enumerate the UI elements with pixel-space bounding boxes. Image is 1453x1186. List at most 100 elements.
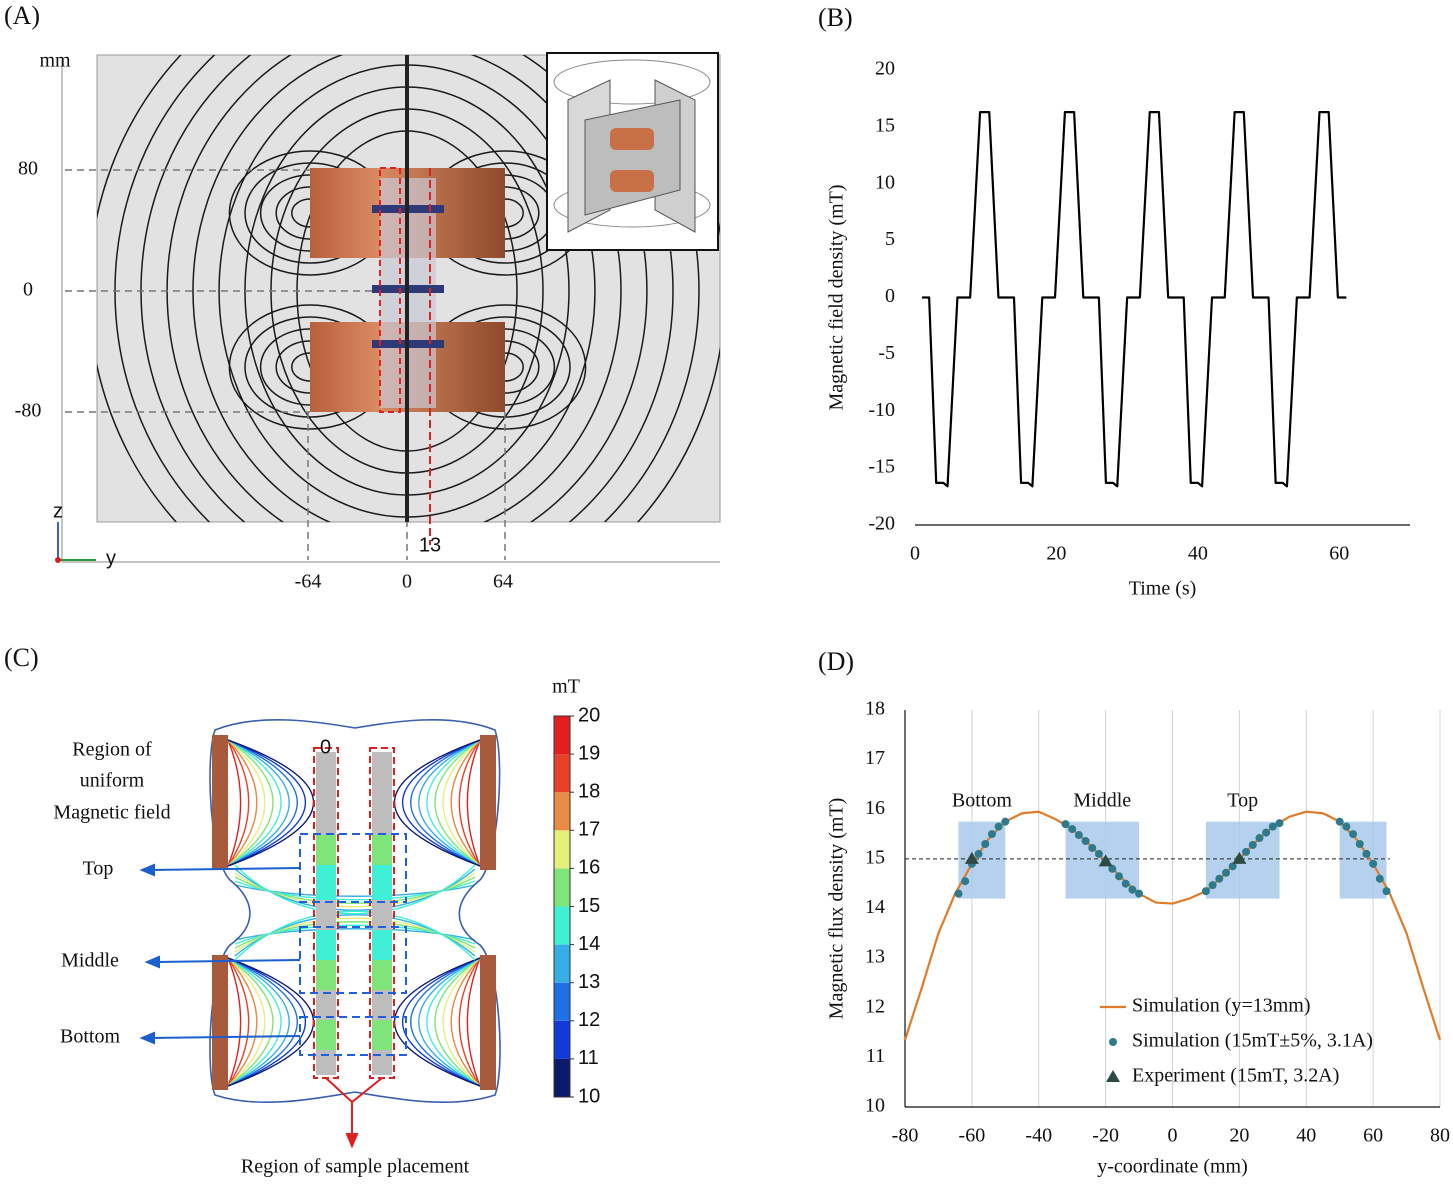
data-point	[1382, 887, 1391, 896]
data-point	[981, 839, 990, 848]
data-point	[1232, 851, 1247, 864]
contour	[227, 957, 282, 1087]
unit-label: mm	[39, 50, 71, 72]
data-point	[1115, 872, 1123, 881]
colorbar-band	[554, 906, 570, 945]
data-point	[987, 830, 996, 839]
contour	[234, 917, 476, 953]
data-point	[1201, 887, 1210, 896]
data-point	[1342, 822, 1351, 831]
contour	[227, 957, 290, 1087]
colorbar-band	[554, 792, 570, 831]
colorbar-tick-label: 18	[578, 780, 600, 802]
contour	[418, 957, 481, 1087]
y-tick-label: 10	[875, 171, 895, 193]
data-point	[974, 849, 983, 858]
probe-label: 13	[419, 534, 441, 556]
contour	[227, 739, 266, 867]
streamline	[218, 64, 408, 518]
streamline	[406, 130, 518, 452]
x-tick-label: 40	[1188, 543, 1208, 565]
colorbar-tick-label: 13	[578, 971, 600, 993]
colorbar-band	[554, 1058, 570, 1097]
y-tick-label: -20	[868, 513, 895, 535]
data-point	[1135, 889, 1144, 898]
contour	[234, 910, 476, 961]
contour	[410, 739, 481, 867]
contour	[234, 864, 476, 915]
region-label: Bottom	[60, 1026, 120, 1048]
contour	[227, 957, 258, 1087]
data-point	[1375, 874, 1384, 883]
contour	[450, 957, 481, 1087]
data-point	[961, 877, 970, 886]
data-point	[1228, 862, 1237, 871]
x-tick-label: -40	[1025, 1125, 1052, 1147]
streamline	[406, 108, 544, 474]
y-axis-title: Magnetic flux density (mT)	[826, 798, 848, 1020]
colorbar-band	[554, 868, 570, 907]
streamline	[598, 55, 700, 522]
contour	[234, 914, 476, 957]
colorbar: 10 11 12 13 14 15 16 17 18 19 20	[553, 704, 600, 1107]
data-point	[1121, 879, 1130, 888]
region-label: Middle	[1073, 789, 1131, 811]
data-point	[1275, 819, 1284, 828]
contour	[402, 739, 481, 867]
x-tick-label: 0	[1168, 1125, 1178, 1147]
data-point	[964, 851, 979, 864]
y-tick-label: 0	[885, 285, 895, 307]
legend-swatch	[1106, 1070, 1120, 1082]
contour	[234, 884, 476, 897]
contour	[410, 957, 481, 1087]
contour	[227, 739, 274, 867]
axis-triad: z y	[53, 500, 116, 569]
legend-label: Simulation (15mT±5%, 3.1A)	[1132, 1030, 1373, 1052]
data-point	[1001, 817, 1010, 826]
data-point	[1262, 828, 1271, 837]
legend-label: Experiment (15mT, 3.2A)	[1132, 1065, 1339, 1087]
uniform-label: Magnetic field	[53, 802, 170, 824]
z-tick-label: -80	[15, 400, 42, 422]
legend-swatch	[1109, 1038, 1117, 1046]
contour	[227, 957, 266, 1087]
x-tick-label: 60	[1363, 1125, 1383, 1147]
contours	[227, 739, 481, 1087]
x-axis-title: Time (s)	[1129, 578, 1197, 600]
region	[958, 821, 1006, 899]
data-point	[1349, 830, 1358, 839]
sample-label: Region of sample placement	[241, 1156, 470, 1178]
contour	[234, 928, 476, 941]
guide-lines	[65, 169, 506, 560]
contour	[450, 739, 481, 867]
data-point	[1255, 834, 1264, 843]
contour	[227, 739, 282, 867]
region-label: Bottom	[952, 789, 1012, 811]
panel-a: (A) mm 80 0 -80	[4, 1, 721, 593]
y-tick-label: 17	[865, 747, 885, 769]
x-tick-label: -20	[1092, 1125, 1119, 1147]
colorbar-band	[554, 754, 570, 793]
contour	[442, 957, 481, 1087]
colorbar-tick-label: 20	[578, 704, 600, 726]
contour	[234, 868, 476, 911]
data-point	[1248, 840, 1257, 849]
y-tick-label: 14	[865, 896, 885, 918]
contour	[227, 957, 298, 1087]
x-tick-label: 40	[1296, 1125, 1316, 1147]
y-tick-label: 11	[866, 1045, 885, 1067]
x-tick-label: 80	[1430, 1125, 1450, 1147]
uniform-label: Region of	[72, 739, 152, 761]
coil	[212, 955, 228, 1090]
region-label: Top	[83, 858, 114, 880]
x-tick-label: -60	[959, 1125, 986, 1147]
data-line	[922, 110, 1347, 488]
panel-label: (C)	[4, 643, 39, 672]
data-point	[1094, 849, 1103, 858]
y-axis-title: Magnetic field density (mT)	[826, 184, 848, 410]
y-tick-label: 12	[865, 995, 885, 1017]
y-tick-label: 5	[885, 228, 895, 250]
sample-tubes	[313, 747, 395, 1079]
contour	[426, 739, 481, 867]
data-point	[1208, 881, 1217, 890]
